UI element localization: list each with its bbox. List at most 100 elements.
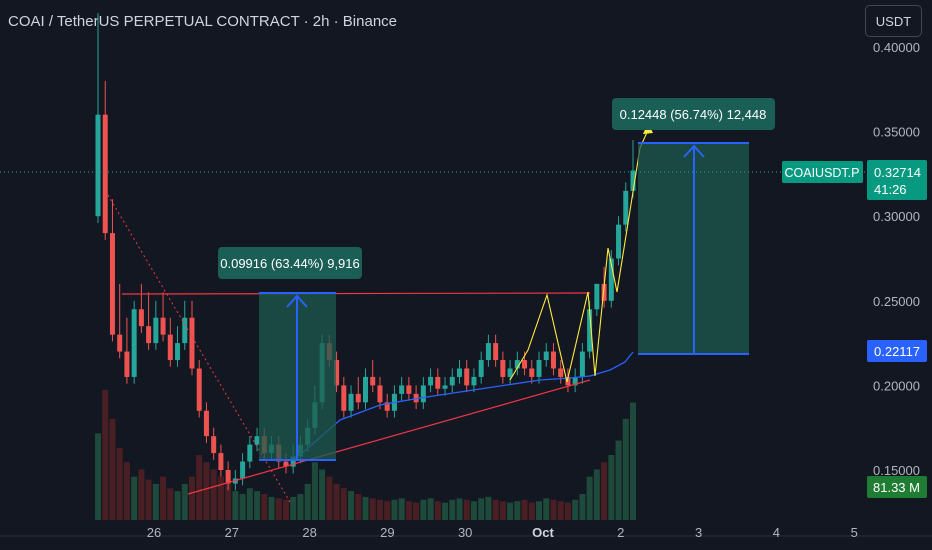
- volume-bar: [622, 418, 629, 520]
- candle: [218, 444, 224, 477]
- volume-bar: [463, 499, 470, 520]
- candle: [579, 343, 585, 384]
- volume-bar: [521, 499, 528, 520]
- candle: [507, 360, 513, 384]
- volume-bar: [434, 501, 441, 520]
- volume-bar: [174, 491, 181, 520]
- candle: [493, 334, 499, 367]
- volume-bar: [492, 499, 499, 520]
- volume-bar: [116, 447, 123, 520]
- candle: [167, 317, 173, 367]
- candle: [203, 402, 209, 443]
- candle: [254, 427, 260, 452]
- candle: [370, 360, 376, 393]
- volume-bar: [210, 469, 217, 520]
- candle: [449, 368, 455, 393]
- candle: [124, 317, 130, 384]
- volume-bar: [369, 498, 376, 520]
- svg-text:81.33 M: 81.33 M: [873, 480, 920, 495]
- volume-bar: [557, 501, 564, 520]
- volume-bar: [391, 499, 398, 520]
- volume-bar: [333, 483, 340, 520]
- measure-tool-1[interactable]: [259, 292, 336, 461]
- volume-bar: [348, 491, 355, 520]
- candle: [478, 351, 484, 384]
- volume-bar: [427, 498, 434, 520]
- volume-bar: [579, 494, 586, 520]
- price-tick-label: 0.35000: [873, 125, 920, 140]
- time-tick-label: Oct: [532, 525, 554, 540]
- volume-bar: [536, 501, 543, 520]
- svg-text:COAIUSDT.P: COAIUSDT.P: [784, 166, 859, 180]
- measure-tool-2[interactable]: [638, 142, 749, 355]
- volume-bar: [413, 502, 420, 520]
- candle: [153, 300, 159, 350]
- chart-title: COAI / TetherUS PERPETUAL CONTRACT · 2h …: [8, 13, 398, 30]
- candle: [529, 360, 535, 384]
- candle: [428, 368, 434, 393]
- candle: [117, 283, 123, 359]
- volume-bar: [261, 494, 268, 520]
- measure-label-1: 0.09916 (63.44%) 9,916: [218, 247, 362, 279]
- svg-text:41:26: 41:26: [874, 182, 907, 197]
- volume-bar: [138, 469, 145, 520]
- candle: [608, 250, 614, 308]
- candle: [160, 292, 166, 342]
- time-tick-label: 30: [458, 525, 472, 540]
- volume-bar: [355, 494, 362, 520]
- volume-bar: [319, 469, 326, 520]
- candle: [471, 368, 477, 393]
- volume-bar: [442, 502, 449, 520]
- volume-bar: [478, 498, 485, 520]
- volume-bar: [630, 402, 636, 520]
- svg-text:0.32714: 0.32714: [874, 165, 921, 180]
- volume-bar: [131, 476, 138, 520]
- candle: [485, 334, 491, 367]
- time-tick-label: 28: [302, 525, 316, 540]
- resistance-line: [121, 292, 591, 295]
- volume-bar: [376, 499, 383, 520]
- time-tick-label: 29: [380, 525, 394, 540]
- volume-bar: [304, 483, 311, 520]
- candle: [334, 351, 340, 393]
- rising-trendline: [187, 379, 591, 495]
- volume-bar: [203, 462, 210, 520]
- projection-path: [509, 129, 649, 383]
- time-tick-label: 5: [851, 525, 858, 540]
- moving-average-line: [299, 351, 634, 456]
- candle: [377, 376, 383, 410]
- candle: [500, 351, 506, 384]
- candle: [384, 393, 390, 418]
- price-tick-label: 0.20000: [873, 378, 920, 393]
- candle: [420, 376, 426, 410]
- price-tick-label: 0.40000: [873, 40, 920, 55]
- candle: [572, 368, 578, 393]
- volume-bar: [145, 479, 152, 520]
- candle: [138, 283, 144, 333]
- svg-text:0.12448 (56.74%) 12,448: 0.12448 (56.74%) 12,448: [620, 107, 767, 122]
- volume-bar: [550, 499, 557, 520]
- volume-bar: [362, 496, 369, 520]
- candle: [550, 343, 556, 376]
- volume-bar: [340, 488, 347, 520]
- volume-bar: [398, 498, 405, 520]
- candle: [435, 368, 441, 396]
- volume-bar: [564, 502, 571, 520]
- volume-bar: [449, 499, 456, 520]
- volume-bar: [297, 494, 304, 520]
- candle: [442, 376, 448, 396]
- candle: [391, 385, 397, 418]
- volume-bar: [246, 488, 253, 520]
- time-axis[interactable]: 26 27 28 29 30 Oct 2 3 4 5: [147, 525, 858, 540]
- volume-bar: [485, 496, 492, 520]
- currency-button[interactable]: USDT: [865, 5, 922, 37]
- volume-bar: [593, 469, 600, 520]
- candle: [630, 140, 636, 198]
- triangle-pattern[interactable]: [107, 194, 591, 503]
- measure-label-2: 0.12448 (56.74%) 12,448: [612, 98, 775, 130]
- price-axis[interactable]: 0.40000 0.35000 0.30000 0.25000 0.20000 0.150…: [873, 40, 920, 478]
- price-tick-label: 0.30000: [873, 209, 920, 224]
- candle: [102, 80, 108, 240]
- volume-bar: [282, 499, 289, 520]
